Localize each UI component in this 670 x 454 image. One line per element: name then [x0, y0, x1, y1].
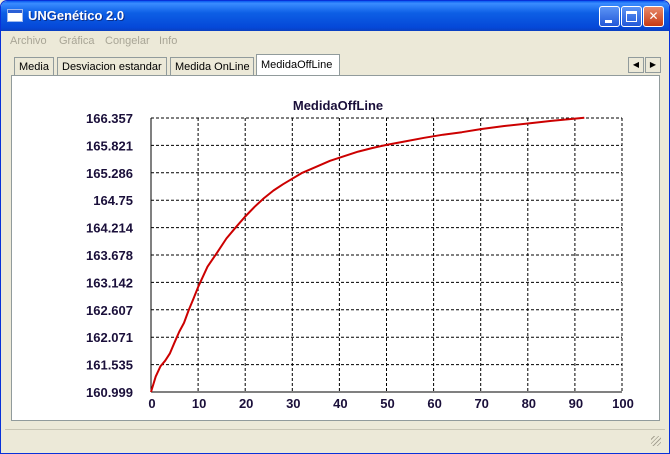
status-bar [5, 429, 665, 449]
minimize-button[interactable] [599, 6, 620, 27]
menu-grafica[interactable]: Gráfica [59, 35, 95, 47]
chevron-left-icon: ◀ [632, 60, 640, 69]
close-icon: ✕ [648, 9, 659, 23]
y-tick-label: 165.821 [86, 138, 133, 153]
chart-panel: MedidaOffLine 160.999 161.535 162.071 162.6… [11, 75, 660, 421]
tab-medida-offline[interactable]: MedidaOffLine [256, 54, 340, 77]
y-tick-label: 165.286 [86, 166, 133, 181]
maximize-icon [626, 11, 637, 22]
x-tick-label: 30 [286, 396, 300, 411]
y-tick-label: 163.678 [86, 248, 133, 263]
tab-strip: Media Desviacion estandar Medida OnLine … [1, 51, 669, 77]
title-bar[interactable]: UNGenético 2.0 ✕ [1, 1, 669, 31]
y-tick-label: 164.75 [93, 193, 133, 208]
x-tick-label: 40 [333, 396, 347, 411]
minimize-icon [605, 20, 612, 23]
close-button[interactable]: ✕ [643, 6, 664, 27]
tab-scroll-right-button[interactable]: ▶ [645, 57, 661, 73]
chevron-right-icon: ▶ [649, 60, 657, 69]
resize-grip-icon[interactable] [651, 436, 661, 446]
y-tick-label: 163.142 [86, 275, 133, 290]
x-tick-label: 50 [380, 396, 394, 411]
tab-medida-online[interactable]: Medida OnLine [170, 57, 254, 76]
x-tick-label: 60 [427, 396, 441, 411]
chart-title: MedidaOffLine [293, 98, 383, 113]
x-tick-label: 80 [522, 396, 536, 411]
window-title: UNGenético 2.0 [28, 8, 125, 23]
offline-measure-chart: MedidaOffLine 160.999 161.535 162.071 162.6… [86, 98, 634, 411]
menu-archivo[interactable]: Archivo [10, 35, 47, 47]
x-tick-label: 90 [569, 396, 583, 411]
x-tick-label: 100 [612, 396, 634, 411]
y-tick-label: 162.607 [86, 303, 133, 318]
menu-congelar[interactable]: Congelar [105, 35, 150, 47]
x-tick-label: 10 [192, 396, 206, 411]
x-tick-label: 20 [239, 396, 253, 411]
menu-bar: Archivo Gráfica Congelar Info [1, 31, 669, 51]
menu-info[interactable]: Info [159, 35, 178, 47]
y-tick-label: 160.999 [86, 385, 133, 400]
y-tick-label: 162.071 [86, 330, 133, 345]
maximize-button[interactable] [621, 6, 642, 27]
app-window-icon[interactable] [7, 9, 23, 22]
y-tick-label: 164.214 [86, 221, 134, 236]
x-tick-label: 70 [474, 396, 488, 411]
tab-scroll-left-button[interactable]: ◀ [628, 57, 644, 73]
tab-desviacion-estandar[interactable]: Desviacion estandar [57, 57, 167, 76]
series-line [150, 116, 585, 393]
tab-media[interactable]: Media [14, 57, 54, 76]
x-tick-label: 0 [148, 396, 155, 411]
y-tick-label: 166.357 [86, 111, 133, 126]
y-tick-label: 161.535 [86, 358, 133, 373]
